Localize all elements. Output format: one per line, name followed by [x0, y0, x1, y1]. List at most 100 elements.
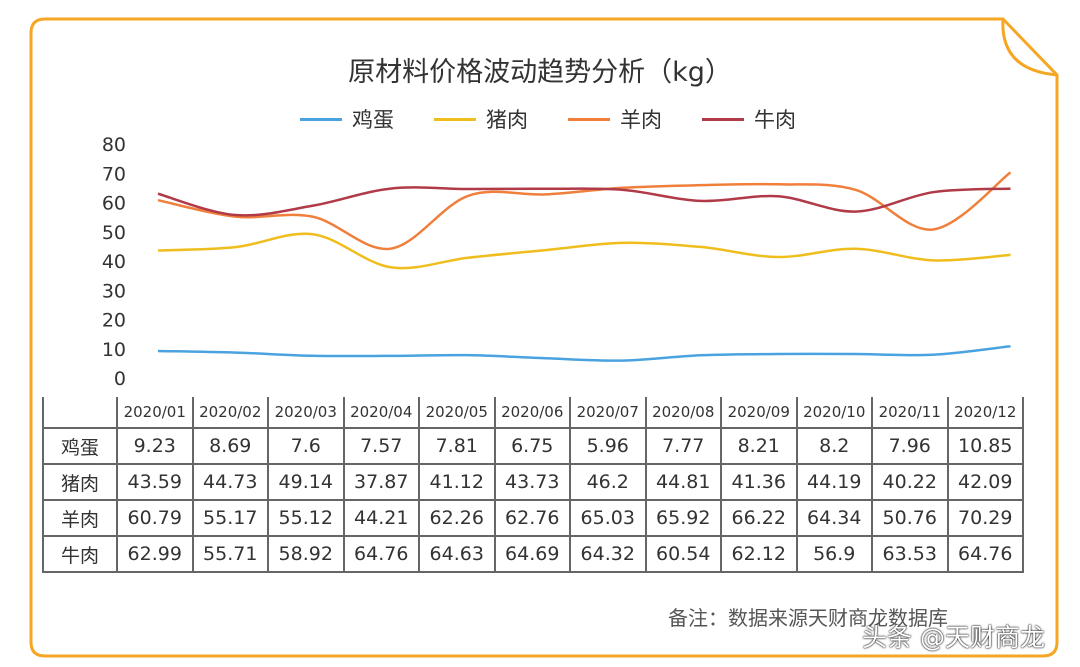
column-header: 2020/07 [569, 397, 647, 429]
table-cell: 63.53 [871, 535, 949, 573]
table-cell: 64.34 [795, 499, 873, 537]
table-cell: 44.73 [191, 463, 269, 501]
table-cell: 55.17 [191, 499, 269, 537]
column-header: 2020/05 [418, 397, 496, 429]
table-cell: 62.99 [116, 535, 194, 573]
legend-label: 牛肉 [754, 108, 796, 132]
table-cell: 64.63 [418, 535, 496, 573]
table-cell: 44.19 [795, 463, 873, 501]
table-cell: 60.79 [116, 499, 194, 537]
column-header: 2020/06 [493, 397, 571, 429]
legend-item: 羊肉 [568, 104, 662, 134]
table-cell: 41.12 [418, 463, 496, 501]
y-tick-label: 0 [114, 368, 126, 390]
table-cell: 8.69 [191, 427, 269, 465]
table-cell: 65.92 [644, 499, 722, 537]
table-cell: 62.12 [720, 535, 798, 573]
table-cell: 62.26 [418, 499, 496, 537]
y-tick-label: 20 [102, 310, 126, 332]
table-row: 猪肉 43.59 44.73 49.14 37.87 41.12 43.73 46.2 44.8… [42, 463, 1024, 501]
data-table: 2020/01 2020/02 2020/03 2020/04 2020/05 2020/… [42, 397, 1024, 573]
y-tick-label: 60 [102, 193, 126, 215]
table-cell: 55.12 [267, 499, 345, 537]
table-cell: 43.73 [493, 463, 571, 501]
table-cell: 58.92 [267, 535, 345, 573]
table-cell: 50.76 [871, 499, 949, 537]
table-cell: 64.76 [342, 535, 420, 573]
row-label: 鸡蛋 [42, 427, 118, 465]
table-cell: 70.29 [946, 499, 1024, 537]
row-label: 羊肉 [42, 499, 118, 537]
y-tick-label: 50 [102, 222, 126, 244]
column-header: 2020/10 [795, 397, 873, 429]
table-cell: 44.81 [644, 463, 722, 501]
table-cell: 37.87 [342, 463, 420, 501]
series-line-3 [157, 186, 1011, 217]
column-header: 2020/04 [342, 397, 420, 429]
y-tick-label: 80 [102, 134, 126, 156]
folded-corner [1001, 18, 1058, 77]
chart-title: 原材料价格波动趋势分析（kg） [348, 57, 732, 88]
table-cell: 60.54 [644, 535, 722, 573]
watermark: 头条 @天财商龙 [862, 623, 1045, 652]
table-cell: 7.77 [644, 427, 722, 465]
column-header: 2020/11 [871, 397, 949, 429]
table-cell: 55.71 [191, 535, 269, 573]
legend-swatch [568, 117, 610, 121]
table-cell: 8.21 [720, 427, 798, 465]
column-header: 2020/12 [946, 397, 1024, 429]
row-label: 猪肉 [42, 463, 118, 501]
table-cell: 7.96 [871, 427, 949, 465]
table-cell: 6.75 [493, 427, 571, 465]
series-line-1 [157, 232, 1011, 270]
source-note: 备注：数据来源天财商龙数据库 [668, 606, 948, 630]
table-cell: 5.96 [569, 427, 647, 465]
legend-item: 牛肉 [702, 104, 796, 134]
table-cell: 10.85 [946, 427, 1024, 465]
table-cell: 40.22 [871, 463, 949, 501]
table-cell: 7.57 [342, 427, 420, 465]
corner-cell [42, 397, 118, 429]
table-cell: 64.69 [493, 535, 571, 573]
table-cell: 56.9 [795, 535, 873, 573]
table-cell: 7.6 [267, 427, 345, 465]
column-header: 2020/08 [644, 397, 722, 429]
y-tick-label: 70 [102, 163, 126, 185]
table-cell: 8.2 [795, 427, 873, 465]
table-cell: 64.76 [946, 535, 1024, 573]
table-header-row: 2020/01 2020/02 2020/03 2020/04 2020/05 2020/… [42, 397, 1024, 429]
table-cell: 44.21 [342, 499, 420, 537]
legend-label: 猪肉 [486, 108, 528, 132]
table-cell: 62.76 [493, 499, 571, 537]
table-cell: 46.2 [569, 463, 647, 501]
series-line-2 [157, 171, 1012, 251]
table-row: 羊肉 60.79 55.17 55.12 44.21 62.26 62.76 65.03 65.… [42, 499, 1024, 537]
table-row: 鸡蛋 9.23 8.69 7.6 7.57 7.81 6.75 5.96 7.77 8.21 8.2… [42, 427, 1024, 465]
legend-item: 鸡蛋 [300, 104, 394, 134]
table-cell: 49.14 [267, 463, 345, 501]
table-cell: 66.22 [720, 499, 798, 537]
legend-item: 猪肉 [434, 104, 528, 134]
table-cell: 65.03 [569, 499, 647, 537]
legend-label: 羊肉 [620, 108, 662, 132]
table-cell: 42.09 [946, 463, 1024, 501]
table-cell: 7.81 [418, 427, 496, 465]
series-line-0 [157, 345, 1011, 362]
column-header: 2020/09 [720, 397, 798, 429]
column-header: 2020/01 [116, 397, 194, 429]
legend-swatch [434, 117, 476, 121]
y-tick-label: 10 [102, 339, 126, 361]
y-tick-label: 30 [102, 280, 126, 302]
table-cell: 64.32 [569, 535, 647, 573]
table-cell: 41.36 [720, 463, 798, 501]
table-cell: 9.23 [116, 427, 194, 465]
card-border [29, 17, 1059, 658]
row-label: 牛肉 [42, 535, 118, 573]
table-cell: 43.59 [116, 463, 194, 501]
table-row: 牛肉 62.99 55.71 58.92 64.76 64.63 64.69 64.32 60.… [42, 535, 1024, 573]
legend-swatch [702, 117, 744, 121]
legend: 鸡蛋 猪肉 羊肉 牛肉 [300, 104, 796, 134]
y-tick-label: 40 [102, 251, 126, 273]
column-header: 2020/02 [191, 397, 269, 429]
